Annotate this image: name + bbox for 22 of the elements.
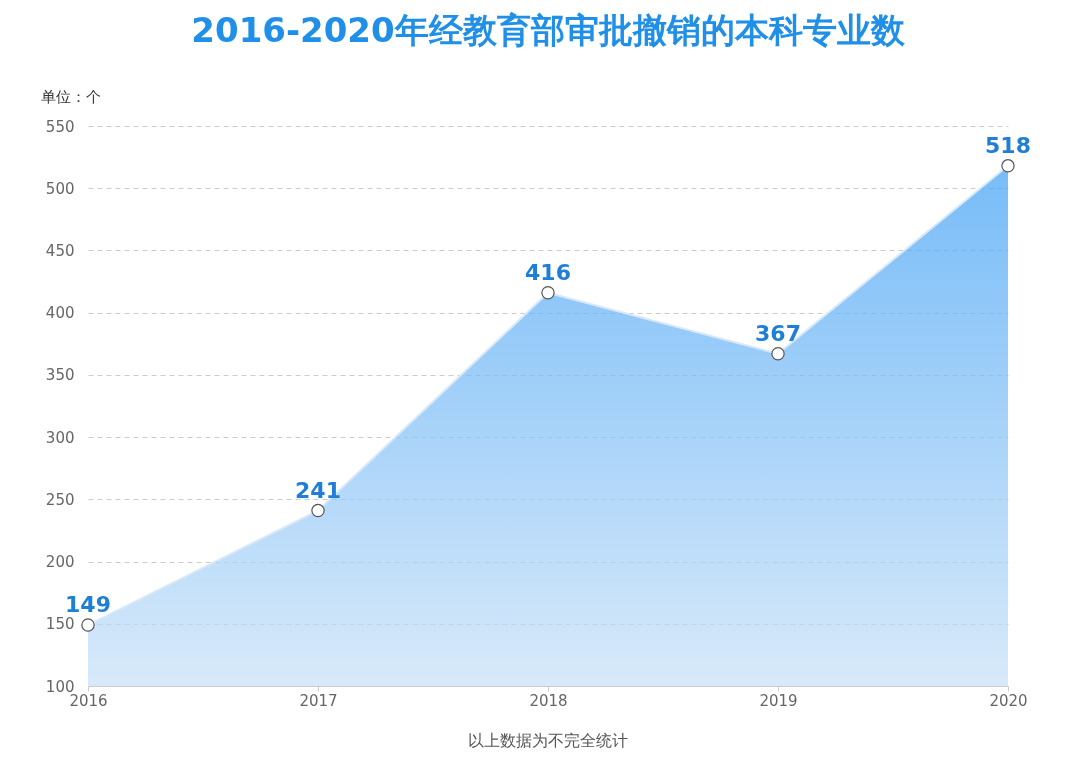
x-tick-label: 2020 [989, 691, 1028, 710]
y-tick-label: 300 [45, 428, 75, 447]
x-tick-label: 2017 [299, 691, 338, 710]
data-label: 367 [755, 320, 801, 346]
y-tick-label: 500 [45, 179, 75, 198]
data-label: 416 [525, 259, 571, 285]
y-tick-label: 400 [45, 304, 75, 323]
text: 以上数据为不完全统计 [468, 731, 628, 750]
y-axis-title: 单位：个 [40, 87, 101, 106]
y-tick-label: 150 [45, 615, 75, 634]
y-tick-label: 450 [45, 241, 75, 260]
y-tick-label: 550 [45, 117, 75, 136]
y-tick-label: 250 [45, 490, 75, 509]
chart-title: 2016-2020年经教育部审批撤销的本科专业数 [191, 10, 906, 50]
x-tick-label: 2019 [759, 691, 798, 710]
x-tick-label: 2016 [69, 691, 108, 710]
data-label: 149 [65, 592, 111, 618]
y-tick-label: 200 [45, 553, 75, 572]
data-label: 241 [295, 477, 341, 503]
data-label: 518 [985, 132, 1031, 158]
x-tick-label: 2018 [529, 691, 568, 710]
y-tick-label: 350 [45, 366, 75, 385]
